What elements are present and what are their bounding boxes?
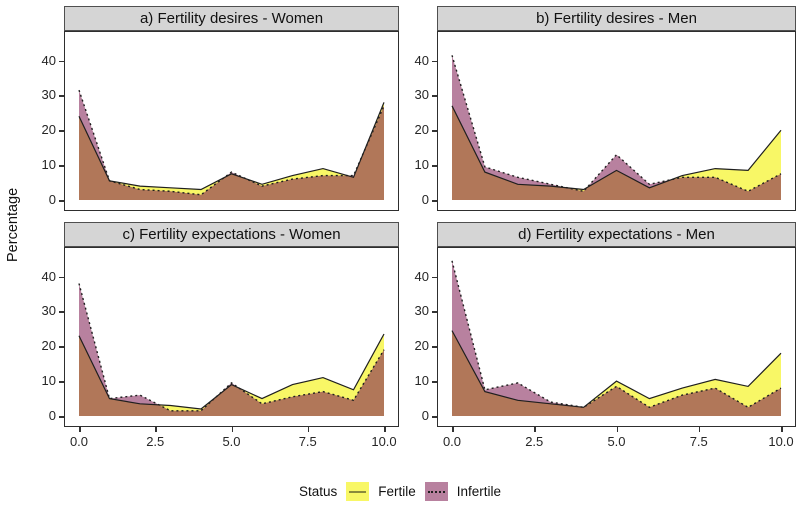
y-tick-label: 30 bbox=[41, 303, 56, 319]
x-tick-mark bbox=[616, 427, 618, 432]
y-tick-label: 30 bbox=[414, 87, 429, 103]
panel-plot-b bbox=[437, 31, 796, 211]
legend: Status Fertile Infertile bbox=[0, 482, 800, 501]
panel-strip-d: d) Fertility expectations - Men bbox=[437, 222, 796, 247]
x-tick-label: 7.5 bbox=[689, 434, 708, 449]
y-tick-mark bbox=[432, 311, 437, 313]
y-tick-label: 20 bbox=[414, 122, 429, 138]
panel-title-a: a) Fertility desires - Women bbox=[139, 10, 324, 27]
x-tick-mark bbox=[231, 427, 233, 432]
legend-key-infertile bbox=[424, 482, 448, 501]
panel-title-c: c) Fertility expectations - Women bbox=[122, 226, 341, 243]
x-tick-label: 5.0 bbox=[222, 434, 241, 449]
y-tick-mark bbox=[59, 276, 64, 278]
y-tick-mark bbox=[59, 95, 64, 97]
y-tick-mark bbox=[432, 165, 437, 167]
y-tick-label: 10 bbox=[414, 157, 429, 173]
x-tick-label: 5.0 bbox=[607, 434, 626, 449]
y-tick-label: 0 bbox=[48, 408, 56, 423]
y-tick-mark bbox=[59, 416, 64, 418]
y-tick-mark bbox=[432, 200, 437, 202]
y-tick-mark bbox=[432, 416, 437, 418]
x-tick-mark bbox=[534, 427, 536, 432]
x-tick-label: 0.0 bbox=[442, 434, 462, 449]
panel-plot-c bbox=[64, 247, 399, 427]
panel-title-b: b) Fertility desires - Men bbox=[536, 10, 697, 27]
y-tick-label: 30 bbox=[41, 87, 56, 103]
y-tick-mark bbox=[59, 60, 64, 62]
x-tick-mark bbox=[307, 427, 310, 432]
y-tick-label: 0 bbox=[48, 192, 56, 207]
y-tick-label: 10 bbox=[414, 373, 429, 389]
x-tick-mark bbox=[384, 427, 386, 432]
solid-line-icon bbox=[349, 490, 367, 493]
y-tick-mark bbox=[432, 346, 437, 348]
y-tick-mark bbox=[432, 95, 437, 97]
dotted-line-icon bbox=[427, 490, 445, 493]
panel-plot-d bbox=[437, 247, 796, 427]
y-tick-mark bbox=[59, 311, 64, 313]
y-tick-label: 20 bbox=[41, 122, 56, 138]
panel-title-d: d) Fertility expectations - Men bbox=[518, 226, 715, 243]
y-tick-mark bbox=[59, 200, 64, 202]
y-tick-mark bbox=[432, 381, 437, 383]
legend-title: Status bbox=[298, 484, 338, 499]
y-tick-label: 40 bbox=[41, 268, 56, 284]
y-tick-mark bbox=[432, 130, 437, 132]
x-tick-mark bbox=[781, 427, 783, 432]
y-tick-label: 0 bbox=[421, 192, 429, 207]
panel-strip-c: c) Fertility expectations - Women bbox=[64, 222, 399, 247]
legend-key-fertile bbox=[346, 482, 370, 501]
y-tick-mark bbox=[59, 130, 64, 132]
panel-strip-b: b) Fertility desires - Men bbox=[437, 6, 796, 31]
y-tick-mark bbox=[59, 381, 64, 383]
x-tick-label: 10.0 bbox=[371, 434, 397, 449]
panel-strip-a: a) Fertility desires - Women bbox=[64, 6, 399, 31]
x-tick-mark bbox=[155, 427, 157, 432]
y-tick-label: 20 bbox=[41, 338, 56, 354]
y-tick-label: 40 bbox=[41, 52, 56, 68]
x-tick-label: 0.0 bbox=[69, 434, 89, 449]
x-tick-mark bbox=[698, 427, 701, 432]
y-tick-label: 30 bbox=[414, 303, 429, 319]
y-tick-mark bbox=[59, 165, 64, 167]
y-tick-label: 10 bbox=[41, 373, 56, 389]
panel-plot-a bbox=[64, 31, 399, 211]
x-tick-mark bbox=[452, 427, 454, 432]
y-tick-label: 40 bbox=[414, 52, 429, 68]
y-axis-title: Percentage bbox=[5, 187, 21, 263]
y-tick-mark bbox=[59, 346, 64, 348]
x-tick-label: 2.5 bbox=[146, 434, 165, 449]
y-tick-mark bbox=[432, 276, 437, 278]
y-tick-label: 20 bbox=[414, 338, 429, 354]
legend-label-infertile: Infertile bbox=[456, 484, 502, 499]
y-tick-label: 0 bbox=[421, 408, 429, 423]
y-tick-label: 40 bbox=[414, 268, 429, 284]
x-tick-mark bbox=[79, 427, 81, 432]
x-tick-label: 2.5 bbox=[525, 434, 544, 449]
y-tick-mark bbox=[432, 60, 437, 62]
x-tick-label: 10.0 bbox=[768, 434, 794, 449]
x-tick-label: 7.5 bbox=[298, 434, 317, 449]
legend-label-fertile: Fertile bbox=[378, 484, 416, 499]
y-tick-label: 10 bbox=[41, 157, 56, 173]
